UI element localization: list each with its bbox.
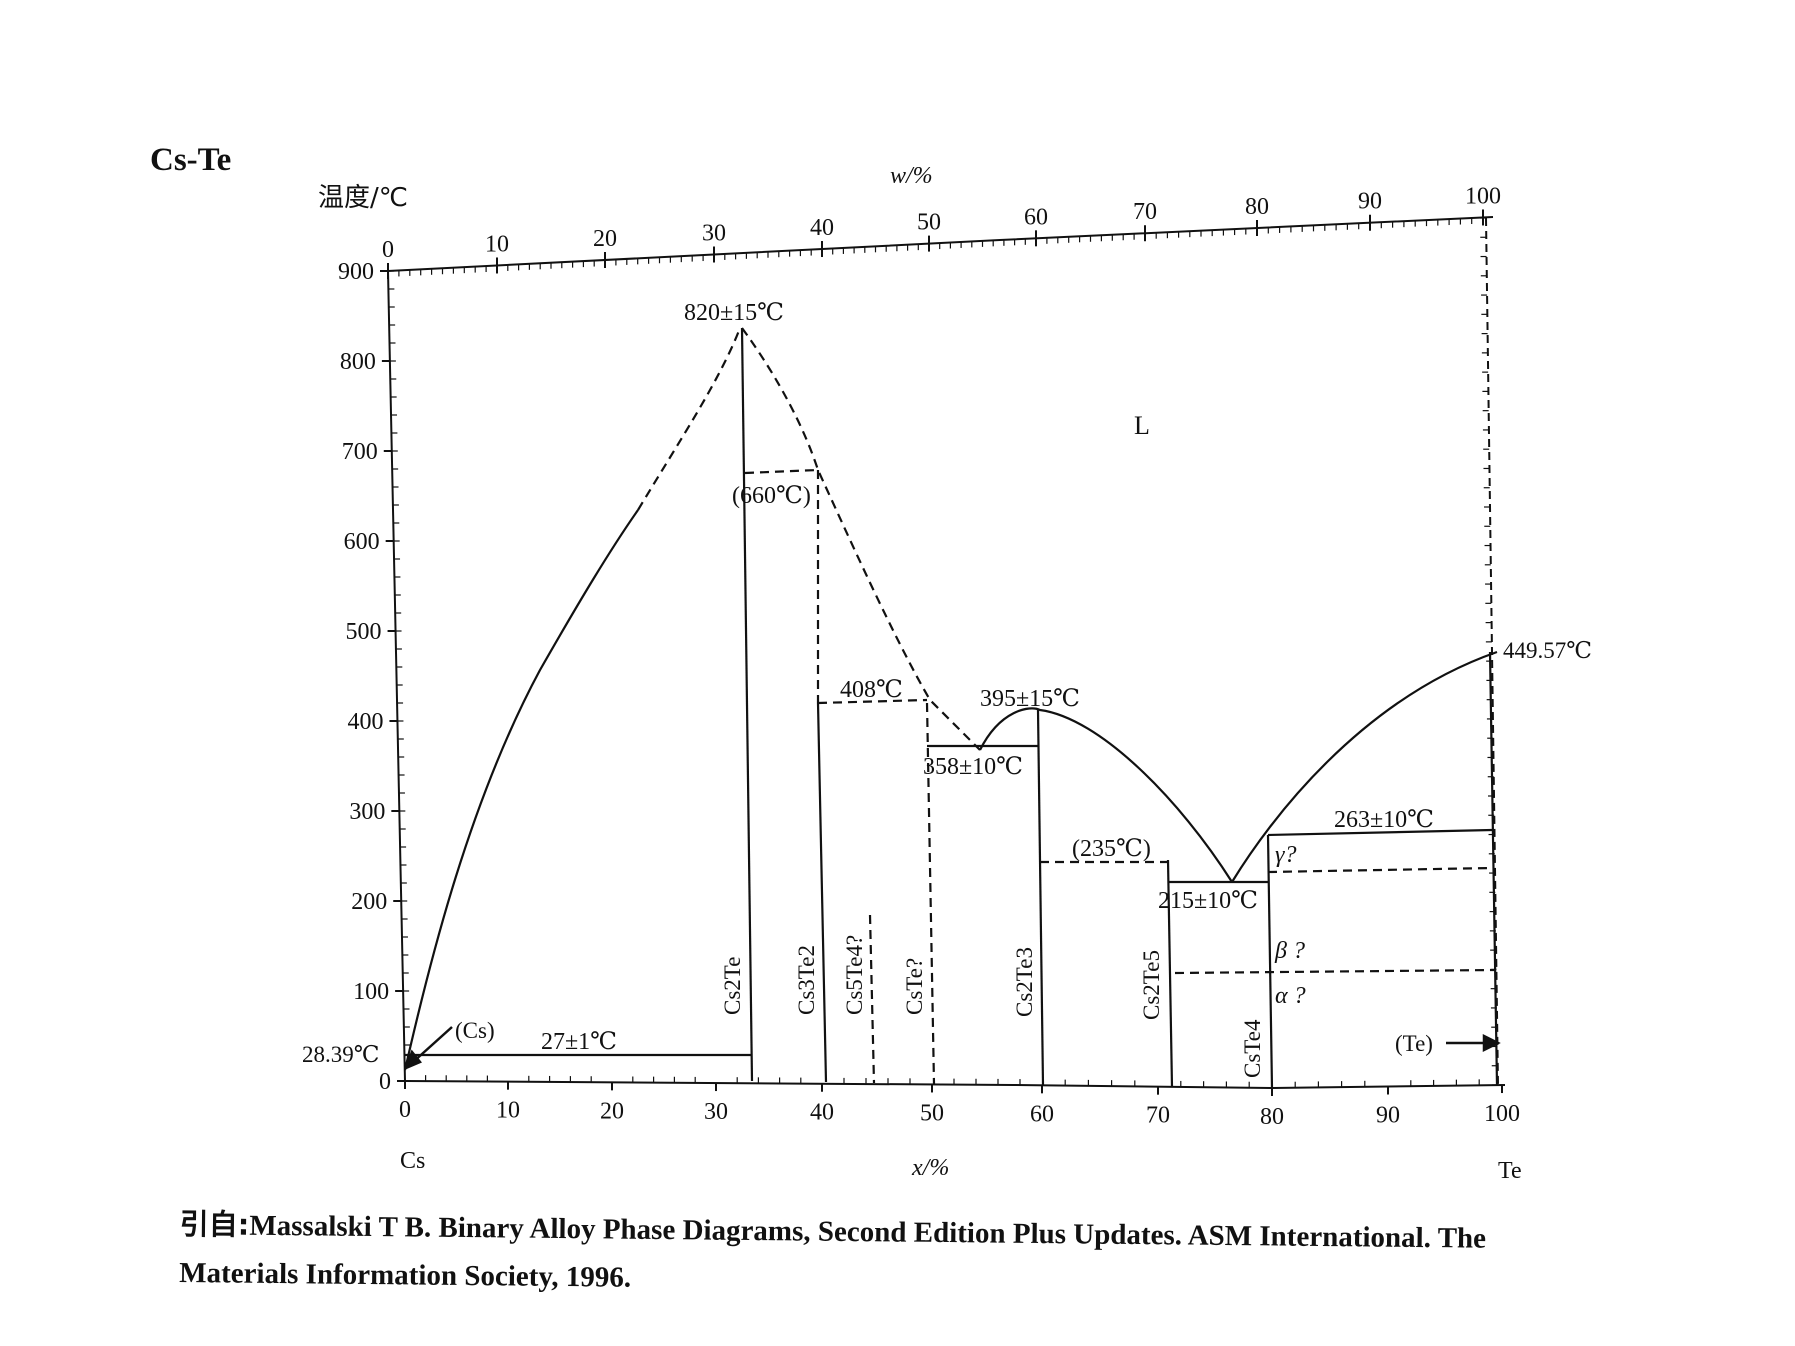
transition-263-line bbox=[1267, 828, 1493, 837]
te-side-vertical bbox=[1488, 651, 1499, 1086]
annot-transition-235: (235℃) bbox=[1072, 836, 1151, 862]
annot-cs-phase: (Cs) bbox=[455, 1018, 495, 1043]
annot-peritectic-408: 408℃ bbox=[840, 677, 903, 703]
te-phase-arrowhead-icon bbox=[1482, 1033, 1501, 1053]
w-tick-label: 60 bbox=[1024, 204, 1048, 230]
x-tick-label: 40 bbox=[810, 1100, 834, 1126]
compound-labels: Cs2Te Cs3Te2 Cs5Te4? CsTe? Cs2Te3 Cs2Te5… bbox=[720, 935, 1265, 1078]
y-tick-label: 400 bbox=[347, 709, 383, 735]
annot-gamma: γ? bbox=[1275, 842, 1296, 868]
y-tick-label: 800 bbox=[340, 349, 376, 375]
compound-cste4: CsTe4 bbox=[1240, 1019, 1265, 1078]
annot-eutectic-358: 358±10℃ bbox=[923, 754, 1023, 780]
liquidus-cs-side bbox=[403, 509, 639, 1071]
w-tick-label: 20 bbox=[593, 226, 617, 252]
left-axis-line bbox=[387, 270, 406, 1082]
left-element-label: Cs bbox=[400, 1148, 425, 1174]
liquidus-cs2te-dashed-left bbox=[637, 327, 742, 511]
top-axis-line bbox=[387, 216, 1494, 272]
w-tick-label: 0 bbox=[382, 237, 394, 263]
w-tick-label: 10 bbox=[485, 231, 509, 257]
compound-cs3te2: Cs3Te2 bbox=[794, 945, 819, 1015]
w-tick-label: 30 bbox=[702, 220, 726, 246]
y-tick-label: 600 bbox=[344, 529, 380, 555]
annot-liquid: L bbox=[1134, 411, 1150, 440]
x-tick-label: 90 bbox=[1376, 1103, 1400, 1129]
annotation-labels: 28.39℃ 449.57℃ 820±15℃ (660℃) 408℃ 358±1… bbox=[302, 300, 1592, 1067]
w-tick-label: 70 bbox=[1133, 199, 1157, 225]
y-tick-label: 0 bbox=[379, 1069, 391, 1095]
annot-transition-263: 263±10℃ bbox=[1334, 807, 1434, 833]
bottom-axis-label: x/% bbox=[911, 1155, 949, 1181]
citation-caption: 引自:Massalski T B. Binary Alloy Phase Dia… bbox=[179, 1200, 1680, 1313]
phase-boundaries bbox=[403, 327, 1499, 1089]
peritectic-660-line bbox=[744, 468, 819, 475]
x-tick-label: 80 bbox=[1260, 1104, 1284, 1130]
annot-eutectic-27: 27±1℃ bbox=[541, 1029, 617, 1055]
x-tick-label: 50 bbox=[920, 1100, 944, 1126]
w-tick-label: 80 bbox=[1245, 194, 1269, 220]
cs-phase-arrowhead-icon bbox=[403, 1049, 423, 1071]
right-element-label: Te bbox=[1498, 1158, 1522, 1184]
compound-cs2te: Cs2Te bbox=[720, 957, 745, 1015]
w-tick-label: 100 bbox=[1465, 183, 1501, 209]
compound-cs2te3: Cs2Te3 bbox=[1012, 947, 1037, 1017]
citation-prefix: 引自: bbox=[179, 1206, 250, 1242]
cs-phase-arrow bbox=[411, 1026, 453, 1064]
annot-peritectic-660: (660℃) bbox=[732, 483, 811, 509]
annot-cs2te-max: 820±15℃ bbox=[684, 300, 784, 326]
x-tick-label: 30 bbox=[704, 1099, 728, 1125]
annot-cs2te3-max: 395±15℃ bbox=[980, 686, 1080, 712]
peritectic-408-line bbox=[817, 698, 928, 705]
diagram-title: Cs-Te bbox=[150, 142, 231, 178]
y-tick-label: 300 bbox=[349, 799, 385, 825]
x-tick-label: 0 bbox=[399, 1097, 411, 1123]
compound-cste: CsTe? bbox=[902, 958, 927, 1015]
compound-cs2te5: Cs2Te5 bbox=[1139, 950, 1164, 1020]
y-tick-label: 100 bbox=[353, 979, 389, 1005]
bottom-axis-line bbox=[404, 1080, 1506, 1090]
cste-line bbox=[925, 702, 936, 1085]
w-tick-label: 50 bbox=[917, 210, 941, 236]
axes-frame bbox=[387, 216, 1506, 1090]
cs2te5-line bbox=[1166, 859, 1174, 1088]
annot-te-melt: 449.57℃ bbox=[1503, 638, 1592, 663]
annot-te-phase: (Te) bbox=[1395, 1031, 1433, 1056]
beta-alpha-line bbox=[1174, 968, 1496, 975]
gamma-beta-line bbox=[1267, 866, 1493, 874]
citation-text-1: Massalski T B. Binary Alloy Phase Diagra… bbox=[249, 1209, 1487, 1255]
y-tick-label: 200 bbox=[351, 889, 387, 915]
w-tick-label: 40 bbox=[810, 215, 834, 241]
liquidus-cs2te-dashed-right bbox=[741, 327, 981, 751]
liquidus-cs2te3 bbox=[979, 707, 1233, 883]
arrows bbox=[403, 1026, 1501, 1071]
minor-ticks bbox=[388, 217, 1498, 1088]
cs5te4-line bbox=[868, 914, 876, 1084]
x-tick-label: 70 bbox=[1146, 1103, 1170, 1129]
cs2te3-line bbox=[1036, 709, 1045, 1086]
x-tick-label: 10 bbox=[496, 1098, 520, 1124]
x-tick-label: 60 bbox=[1030, 1101, 1054, 1127]
annot-alpha: α ? bbox=[1275, 983, 1306, 1009]
compound-cs5te4: Cs5Te4? bbox=[842, 935, 867, 1015]
x-tick-label: 100 bbox=[1484, 1101, 1520, 1127]
cs3te2-line bbox=[816, 702, 828, 1083]
annot-cs-melt: 28.39℃ bbox=[302, 1042, 379, 1067]
y-tick-label: 500 bbox=[346, 619, 382, 645]
right-axis-line bbox=[1485, 217, 1499, 1086]
y-tick-label: 900 bbox=[338, 259, 374, 285]
x-tick-label: 20 bbox=[600, 1098, 624, 1124]
cs2te-line bbox=[740, 327, 754, 1082]
top-axis-label: w/% bbox=[890, 163, 933, 189]
annot-beta: β ? bbox=[1274, 938, 1305, 964]
y-tick-label: 700 bbox=[342, 439, 378, 465]
cste4-line bbox=[1266, 834, 1274, 1089]
liquidus-te-side bbox=[1231, 650, 1498, 883]
w-tick-label: 90 bbox=[1358, 189, 1382, 215]
annot-eutectic-215: 215±10℃ bbox=[1158, 888, 1258, 914]
y-axis-label: 温度/℃ bbox=[318, 183, 408, 213]
